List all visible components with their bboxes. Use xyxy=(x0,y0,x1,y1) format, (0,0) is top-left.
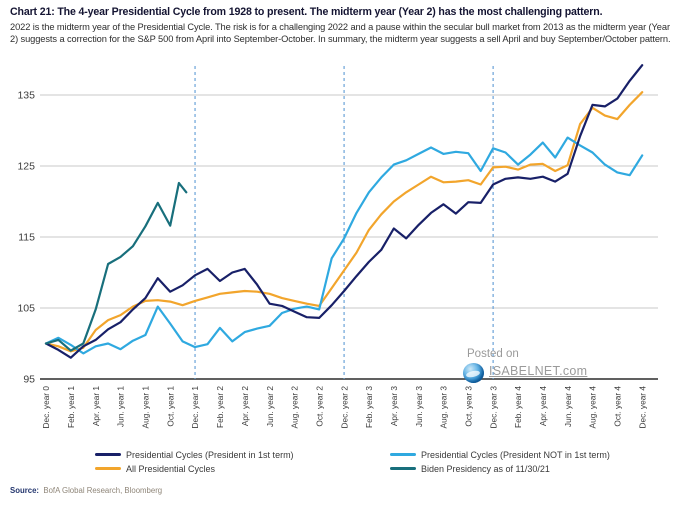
x-tick-label: Dec. year 3 xyxy=(488,386,498,429)
chart-subtitle: 2022 is the midterm year of the Presiden… xyxy=(10,22,671,44)
y-tick-label-105: 105 xyxy=(17,303,35,315)
x-tick-label: Oct. year 2 xyxy=(314,386,324,427)
x-tick-label: Aug. year 3 xyxy=(439,386,449,429)
series-line-2 xyxy=(44,64,644,359)
x-tick-label: Aug. year 1 xyxy=(141,386,151,429)
x-tick-label: Feb. year 4 xyxy=(513,386,523,428)
x-tick-label: Oct. year 4 xyxy=(613,386,623,427)
x-tick-label: Apr. year 4 xyxy=(538,386,548,427)
x-tick-label: Feb. year 3 xyxy=(364,386,374,428)
legend-label: Biden Presidency as of 11/30/21 xyxy=(421,463,550,474)
x-tick-label: Dec. year 1 xyxy=(190,386,200,429)
y-tick-label-125: 125 xyxy=(17,161,35,173)
watermark-isabelnet: ISABELNET.com xyxy=(489,364,588,378)
series-line-1 xyxy=(44,136,644,355)
x-tick-label: Feb. year 1 xyxy=(66,386,76,428)
chart-legend: Presidential Cycles (President in 1st te… xyxy=(0,446,680,476)
legend-swatch-navy xyxy=(95,453,121,456)
legend-label: Presidential Cycles (President NOT in 1s… xyxy=(421,449,610,460)
x-tick-label: Oct. year 3 xyxy=(463,386,473,427)
x-tick-label: Feb. year 2 xyxy=(215,386,225,428)
globe-icon xyxy=(463,363,484,383)
x-tick-label: Dec. year 2 xyxy=(339,386,349,429)
legend-swatch-teal xyxy=(390,467,416,470)
chart-canvas: 95 105 115 125 135 Dec. year 0 Feb. year 1 Apr.… xyxy=(17,64,658,429)
x-tick-label: Jun. year 3 xyxy=(414,386,424,427)
x-tick-label: Dec. year 4 xyxy=(637,386,647,429)
y-tick-label-95: 95 xyxy=(23,374,35,386)
legend-label: Presidential Cycles (President in 1st te… xyxy=(126,449,294,460)
x-tick-label: Aug. year 2 xyxy=(290,386,300,429)
x-tick-label: Aug. year 4 xyxy=(588,386,598,429)
x-tick-label: Jun. year 1 xyxy=(116,386,126,427)
legend-item-not-first-term: Presidential Cycles (President NOT in 1s… xyxy=(390,448,610,461)
legend-item-first-term: Presidential Cycles (President in 1st te… xyxy=(95,448,294,461)
chart-title: Chart 21: The 4-year Presidential Cycle … xyxy=(10,6,603,18)
legend-item-all-cycles: All Presidential Cycles xyxy=(95,462,215,475)
legend-swatch-lightblue xyxy=(390,453,416,456)
source-line: Source: BofA Global Research, Bloomberg xyxy=(10,486,162,495)
x-tick-label: Jun. year 2 xyxy=(265,386,275,427)
legend-item-biden: Biden Presidency as of 11/30/21 xyxy=(390,462,550,475)
series-line-0 xyxy=(44,91,644,353)
x-tick-label: Apr. year 2 xyxy=(240,386,250,427)
source-text: BofA Global Research, Bloomberg xyxy=(43,486,163,495)
x-tick-label: Jun. year 4 xyxy=(563,386,573,427)
x-tick-label: Apr. year 3 xyxy=(389,386,399,427)
watermark-posted-on: Posted on xyxy=(467,348,519,360)
series-line-3 xyxy=(44,181,188,352)
x-tick-label: Apr. year 1 xyxy=(91,386,101,427)
y-tick-label-135: 135 xyxy=(17,90,35,102)
legend-label: All Presidential Cycles xyxy=(126,463,216,474)
legend-swatch-orange xyxy=(95,467,121,470)
source-label: Source: xyxy=(10,486,40,495)
x-tick-label: Dec. year 0 xyxy=(41,386,51,429)
y-tick-label-115: 115 xyxy=(18,232,35,244)
x-tick-label: Oct. year 1 xyxy=(165,386,175,427)
